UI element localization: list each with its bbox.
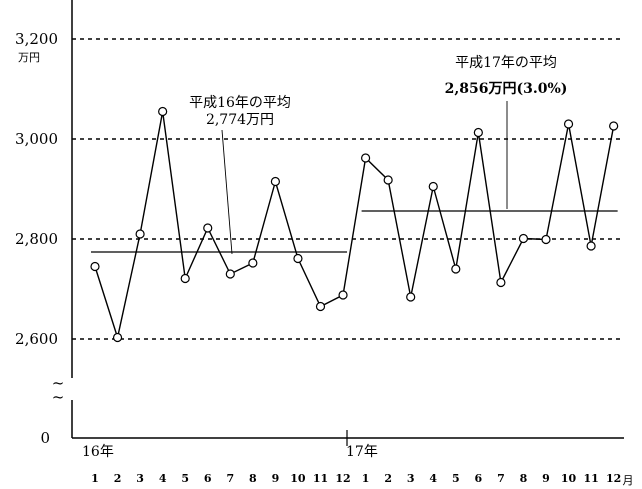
axes: ~ ~ 0 万円 月 16年 17年 bbox=[18, 0, 634, 487]
y-tick-label: 3,200 bbox=[15, 30, 58, 48]
year-label-16: 16年 bbox=[82, 444, 114, 460]
average-label-value: 2,774万円 bbox=[206, 112, 274, 128]
data-point bbox=[180, 273, 190, 284]
x-tick-label: 1 bbox=[91, 472, 99, 485]
x-tick-label: 7 bbox=[226, 472, 234, 485]
x-tick-label: 3 bbox=[136, 472, 144, 485]
x-tick-label: 3 bbox=[407, 472, 415, 485]
series-line bbox=[94, 111, 615, 341]
data-point bbox=[203, 223, 213, 233]
data-point bbox=[315, 301, 326, 312]
data-point bbox=[112, 332, 123, 343]
x-tick-label: 4 bbox=[159, 472, 167, 485]
data-point bbox=[338, 290, 348, 300]
y-unit-label: 万円 bbox=[18, 51, 40, 64]
x-tick-label: 11 bbox=[583, 472, 598, 485]
x-tick-label: 2 bbox=[114, 472, 122, 485]
gridlines bbox=[72, 38, 624, 340]
x-tick-label: 12 bbox=[606, 472, 621, 485]
data-point bbox=[158, 106, 168, 117]
y-tick-label: 2,600 bbox=[15, 330, 58, 348]
x-tick-label: 9 bbox=[272, 472, 280, 485]
x-tick-label: 6 bbox=[475, 472, 483, 485]
data-point bbox=[586, 241, 596, 251]
x-tick-label: 10 bbox=[561, 472, 577, 485]
x-tick-label: 9 bbox=[542, 472, 550, 485]
x-tick-label: 11 bbox=[313, 472, 328, 485]
data-point bbox=[609, 121, 619, 131]
average-label-value: 2,856万円(3.0%) bbox=[445, 81, 568, 97]
y-tick-label: 3,000 bbox=[15, 130, 58, 148]
x-tick-label: 8 bbox=[520, 472, 528, 485]
data-point bbox=[563, 119, 574, 129]
axis-break-symbol: ~ bbox=[52, 374, 65, 392]
x-tick-label: 7 bbox=[497, 472, 505, 485]
x-tick-label: 1 bbox=[362, 472, 370, 485]
x-unit-label: 月 bbox=[623, 474, 634, 487]
data-point bbox=[383, 175, 393, 185]
y-tick-label: 2,800 bbox=[15, 230, 58, 248]
data-point bbox=[496, 277, 506, 288]
x-tick-label: 2 bbox=[384, 472, 392, 485]
x-tick-label: 5 bbox=[452, 472, 460, 485]
x-tick-label: 8 bbox=[249, 472, 257, 485]
average-label-title: 平成16年の平均 bbox=[189, 95, 291, 111]
data-point bbox=[518, 233, 529, 244]
y-tick-labels: 3,200 3,000 2,800 2,600 bbox=[15, 30, 58, 348]
year-label-17: 17年 bbox=[346, 444, 378, 460]
x-tick-label: 5 bbox=[181, 472, 189, 485]
average-leader-line bbox=[221, 129, 233, 255]
axis-break-symbol-2: ~ bbox=[52, 388, 65, 406]
average-label-title: 平成17年の平均 bbox=[455, 55, 557, 71]
data-point bbox=[135, 229, 145, 239]
data-point bbox=[473, 127, 483, 138]
data-point bbox=[406, 292, 416, 302]
series bbox=[90, 106, 619, 343]
data-point bbox=[225, 269, 235, 279]
data-point bbox=[90, 261, 100, 272]
data-point bbox=[248, 258, 258, 268]
y-zero-label: 0 bbox=[40, 429, 50, 447]
data-point bbox=[428, 181, 438, 192]
x-tick-label: 6 bbox=[204, 472, 212, 485]
data-point bbox=[361, 153, 371, 163]
x-tick-label: 12 bbox=[335, 472, 350, 485]
data-point bbox=[270, 176, 280, 187]
x-tick-labels: 1 2 3 4 5 6 7 8 9 10 11 12 1 2 3 4 5 6 7 8 9 10 11 12 bbox=[91, 472, 621, 485]
x-tick-label: 4 bbox=[429, 472, 437, 485]
data-point bbox=[293, 253, 303, 264]
data-point bbox=[541, 234, 551, 245]
data-point bbox=[451, 264, 461, 274]
x-tick-label: 10 bbox=[290, 472, 306, 485]
